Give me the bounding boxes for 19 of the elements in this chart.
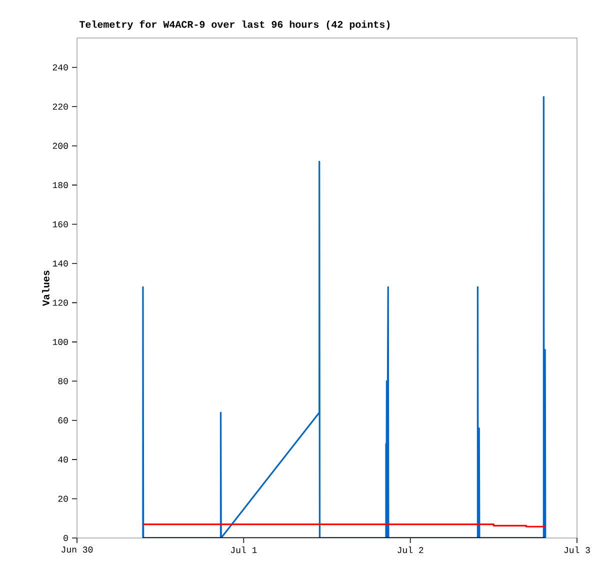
y-tick-label: 60 bbox=[58, 417, 68, 424]
y-tick-label: 140 bbox=[52, 260, 68, 267]
chart-title: Telemetry for W4ACR-9 over last 96 hours (42 points) bbox=[80, 20, 390, 30]
y-axis-title: Values bbox=[42, 270, 50, 306]
x-tick-label: Jul 3 bbox=[564, 546, 590, 554]
y-tick-label: 80 bbox=[58, 378, 68, 384]
y-tick-label: 240 bbox=[52, 64, 68, 70]
y-tick-label: 200 bbox=[52, 142, 68, 149]
y-tick-label: 120 bbox=[52, 300, 68, 306]
y-tick-label: 40 bbox=[58, 456, 68, 463]
x-tick-label: Jun 30 bbox=[62, 546, 93, 553]
x-tick-label: Jul 1 bbox=[230, 546, 257, 554]
y-tick-label: 160 bbox=[52, 221, 68, 228]
x-tick-label: Jul 2 bbox=[398, 546, 424, 554]
y-tick-label: 20 bbox=[58, 496, 68, 502]
y-tick-label: 100 bbox=[52, 338, 68, 345]
y-tick-label: 220 bbox=[52, 104, 68, 110]
y-tick-label: 0 bbox=[64, 534, 68, 542]
y-tick-label: 180 bbox=[52, 182, 68, 188]
